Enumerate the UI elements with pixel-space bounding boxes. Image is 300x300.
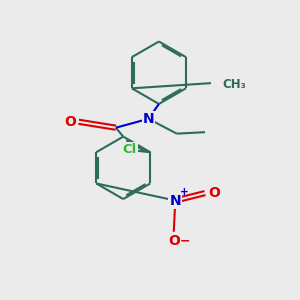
Text: Cl: Cl (122, 143, 136, 156)
Text: N: N (143, 112, 154, 126)
Text: +: + (180, 187, 189, 197)
Text: −: − (180, 234, 190, 247)
Text: O: O (64, 115, 76, 129)
Text: CH₃: CH₃ (222, 78, 246, 91)
Text: O: O (168, 234, 180, 248)
Text: N: N (169, 194, 181, 208)
Text: O: O (208, 186, 220, 200)
